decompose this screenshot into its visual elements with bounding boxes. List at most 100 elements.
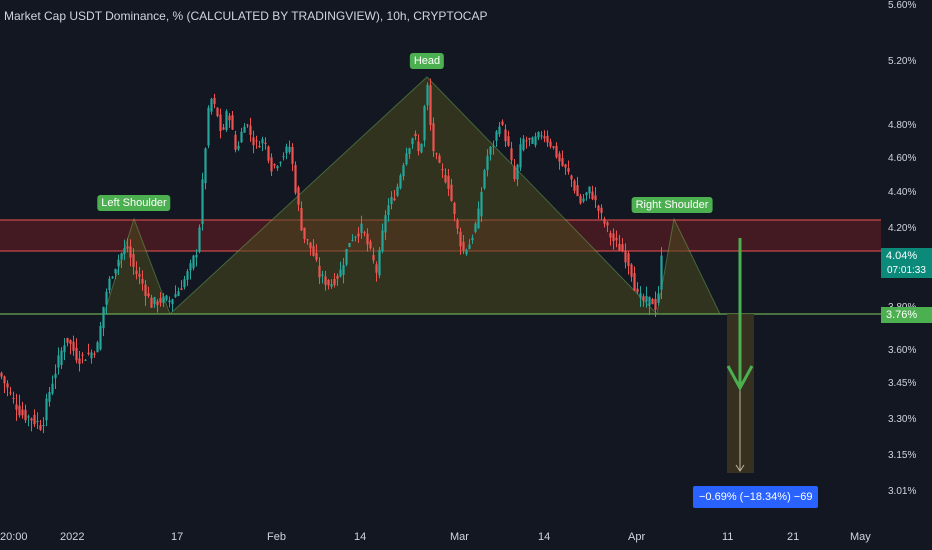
candle-body	[312, 246, 315, 256]
candle-body	[135, 270, 138, 275]
candle-body	[354, 236, 357, 238]
candle-body	[390, 197, 393, 205]
y-tick-label: 3.60%	[888, 345, 916, 356]
candle-body	[195, 254, 198, 258]
y-tick-label: 3.30%	[888, 414, 916, 425]
candle-body	[627, 253, 630, 266]
candle-body	[333, 279, 336, 286]
candle-body	[12, 397, 15, 399]
candle-body	[582, 198, 585, 202]
candle-body	[408, 148, 411, 155]
candle-body	[171, 299, 174, 305]
candle-body	[567, 168, 570, 172]
projection-measure-label[interactable]: −0.69% (−18.34%) −69	[693, 486, 819, 508]
x-tick-label: 2022	[60, 531, 84, 543]
candle-body	[117, 259, 120, 267]
head-label[interactable]: Head	[409, 53, 445, 69]
candle-body	[174, 294, 177, 297]
candle-body	[261, 139, 264, 144]
candle-body	[213, 97, 216, 105]
candle-body	[594, 195, 597, 201]
candle-body	[258, 145, 261, 148]
candle-body	[636, 288, 639, 293]
candle-body	[21, 409, 24, 416]
candle-body	[87, 352, 90, 355]
candle-body	[513, 166, 516, 180]
candle-body	[132, 253, 135, 267]
candle-body	[126, 246, 129, 249]
candle-body	[102, 306, 105, 329]
candle-body	[348, 243, 351, 248]
last-price-tag[interactable]: 4.04%	[881, 248, 932, 264]
candle-body	[225, 111, 228, 130]
candle-body	[51, 383, 54, 394]
time-axis[interactable]: 20:00 2022 17 Feb 14 Mar 14 Apr 11 21 Ma…	[0, 531, 871, 543]
candle-body	[516, 164, 519, 180]
candle-body	[231, 115, 234, 130]
candle-body	[228, 115, 231, 121]
candle-body	[90, 352, 93, 359]
x-tick-label: Feb	[267, 531, 286, 543]
candle-body	[453, 202, 456, 214]
candle-body	[159, 298, 162, 303]
left-shoulder-label[interactable]: Left Shoulder	[97, 195, 171, 211]
candle-body	[60, 350, 63, 366]
candle-body	[660, 255, 663, 290]
candle-body	[504, 129, 507, 142]
candle-body	[456, 220, 459, 229]
candle-body	[606, 222, 609, 226]
candle-body	[99, 325, 102, 350]
candle-body	[441, 168, 444, 171]
candle-body	[144, 284, 147, 296]
candle-body	[288, 146, 291, 153]
candle-body	[600, 207, 603, 213]
candle-body	[360, 223, 363, 233]
candle-body	[300, 208, 303, 231]
candle-body	[381, 230, 384, 252]
bar-countdown: 07:01:33	[881, 263, 932, 278]
candle-body	[651, 298, 654, 305]
candle-body	[198, 227, 201, 252]
candle-body	[435, 153, 438, 155]
candle-body	[537, 131, 540, 138]
candle-body	[417, 141, 420, 152]
candle-body	[306, 239, 309, 241]
candle-body	[603, 218, 606, 224]
candle-body	[573, 180, 576, 191]
candle-body	[447, 175, 450, 189]
candle-body	[150, 297, 153, 308]
candle-body	[414, 133, 417, 137]
candle-body	[66, 337, 69, 343]
y-tick-label: 4.40%	[888, 187, 916, 198]
candle-body	[342, 265, 345, 275]
candles[interactable]	[0, 78, 663, 434]
candle-body	[9, 392, 12, 394]
candle-body	[387, 205, 390, 216]
candle-body	[540, 135, 543, 137]
candle-body	[27, 416, 30, 418]
candle-body	[141, 278, 144, 284]
candle-body	[555, 145, 558, 158]
candle-body	[156, 301, 159, 306]
candle-body	[177, 291, 180, 296]
price-axis[interactable]: 5.60% 5.20% 4.80% 4.60% 4.40% 4.20% 3.80…	[888, 0, 916, 497]
candle-body	[318, 265, 321, 278]
right-shoulder-label[interactable]: Right Shoulder	[631, 197, 713, 213]
candle-body	[279, 162, 282, 164]
candle-body	[249, 125, 252, 135]
candle-body	[285, 146, 288, 154]
candle-body	[210, 98, 213, 112]
candle-body	[0, 372, 3, 377]
candle-body	[138, 274, 141, 277]
candle-body	[39, 425, 42, 430]
candle-body	[252, 137, 255, 146]
neckline-price-tag[interactable]: 3.76%	[881, 307, 932, 323]
candle-body	[321, 274, 324, 276]
candle-body	[372, 255, 375, 261]
candle-body	[327, 280, 330, 286]
candle-body	[297, 187, 300, 205]
candle-body	[243, 126, 246, 133]
candle-body	[315, 252, 318, 260]
candle-body	[240, 131, 243, 143]
